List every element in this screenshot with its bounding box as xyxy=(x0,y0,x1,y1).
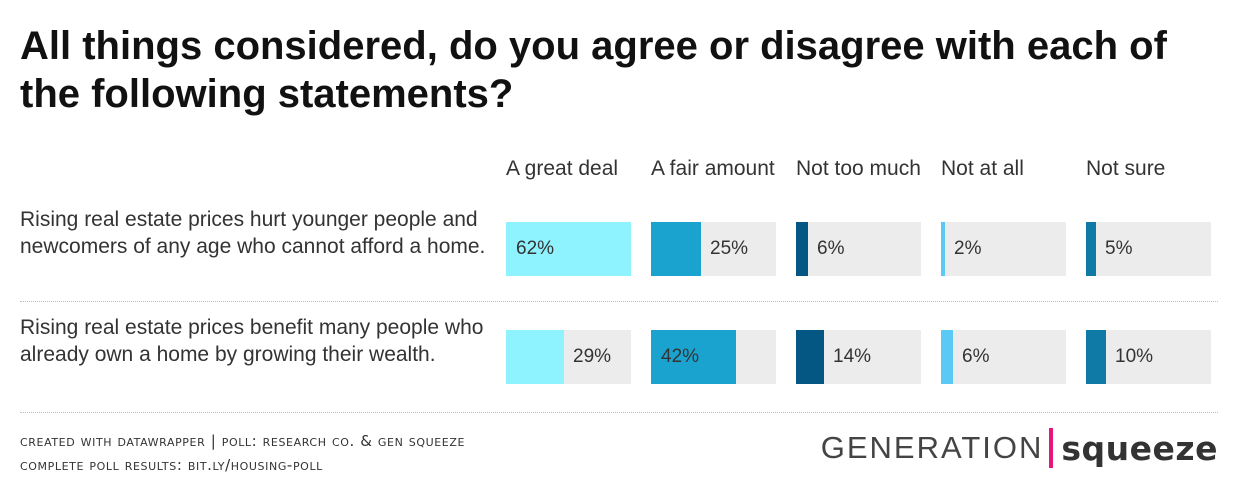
bar-a-fair-amount-row-1 xyxy=(651,222,701,276)
row-divider xyxy=(20,301,1218,302)
bar-track-not-at-all-row-1: 2% xyxy=(941,222,1066,276)
bar-a-great-deal-row-1 xyxy=(506,222,631,276)
row-label-2: Rising real estate prices benefit many p… xyxy=(20,316,484,366)
bar-track-a-fair-amount-row-1: 25% xyxy=(651,222,776,276)
footer-credit: Created with Datawrapper | Poll: Researc… xyxy=(20,432,466,450)
bar-a-fair-amount-row-2 xyxy=(651,330,736,384)
footer-link: Complete poll results: bit.ly/housing-po… xyxy=(20,456,323,474)
logo-text-squeeze: squeeze xyxy=(1061,428,1218,468)
row-divider xyxy=(20,412,1218,413)
column-header-a-great-deal: A great deal xyxy=(506,156,619,180)
chart-title: All things considered, do you agree or d… xyxy=(20,24,1167,116)
bar-track-a-great-deal-row-2: 29% xyxy=(506,330,631,384)
value-label-not-too-much-row-1: 6% xyxy=(817,238,845,259)
row-label-1: Rising real estate prices hurt younger p… xyxy=(20,208,486,258)
bar-not-sure-row-2 xyxy=(1086,330,1106,384)
bar-track-not-sure-row-2: 10% xyxy=(1086,330,1211,384)
generation-squeeze-logo: GENERATION squeeze xyxy=(821,426,1218,470)
bar-a-great-deal-row-2 xyxy=(506,330,564,384)
column-header-not-too-much: Not too much xyxy=(796,156,921,180)
bar-track-not-too-much-row-2: 14% xyxy=(796,330,921,384)
value-label-not-at-all-row-1: 2% xyxy=(954,238,982,259)
value-label-not-sure-row-1: 5% xyxy=(1105,238,1133,259)
value-label-a-great-deal-row-2: 29% xyxy=(573,346,612,367)
bar-not-too-much-row-1 xyxy=(796,222,808,276)
bar-track-a-great-deal-row-1: 62% xyxy=(506,222,631,276)
column-header-not-sure: Not sure xyxy=(1086,156,1166,180)
bar-not-at-all-row-2 xyxy=(941,330,953,384)
column-header-a-fair-amount: A fair amount xyxy=(651,156,775,180)
value-label-not-at-all-row-2: 6% xyxy=(962,346,990,367)
value-label-a-fair-amount-row-1: 25% xyxy=(710,238,749,259)
bar-not-too-much-row-2 xyxy=(796,330,824,384)
logo-divider xyxy=(1049,428,1054,468)
value-label-not-sure-row-2: 10% xyxy=(1115,346,1154,367)
column-header-not-at-all: Not at all xyxy=(941,156,1024,180)
bar-track-not-at-all-row-2: 6% xyxy=(941,330,1066,384)
value-label-a-fair-amount-row-2: 42% xyxy=(661,346,700,367)
bar-track-a-fair-amount-row-2: 42% xyxy=(651,330,776,384)
bar-track-not-sure-row-1: 5% xyxy=(1086,222,1211,276)
logo-text-generation: GENERATION xyxy=(820,430,1044,465)
value-label-not-too-much-row-2: 14% xyxy=(833,346,872,367)
bar-not-sure-row-1 xyxy=(1086,222,1096,276)
value-label-a-great-deal-row-1: 62% xyxy=(516,238,555,259)
bar-not-at-all-row-1 xyxy=(941,222,945,276)
bar-track-not-too-much-row-1: 6% xyxy=(796,222,921,276)
